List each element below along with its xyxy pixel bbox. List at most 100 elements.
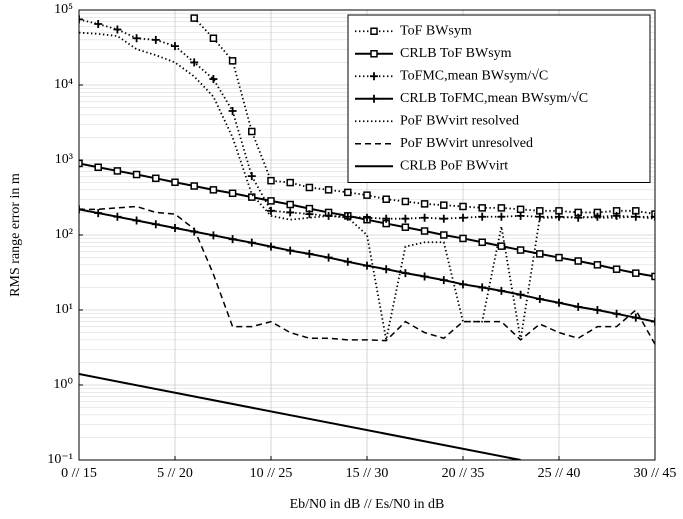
marker	[651, 317, 655, 326]
legend: ToF BWsym CRLB ToF BWsym ToFMC,mean BWsym/…	[347, 14, 651, 183]
marker	[593, 306, 602, 314]
marker	[209, 186, 218, 194]
marker	[516, 205, 525, 214]
marker	[459, 234, 467, 243]
series-line	[79, 205, 655, 345]
y-axis-label: RMS range error in m	[8, 173, 23, 297]
marker	[555, 212, 563, 221]
marker	[401, 223, 410, 231]
marker	[171, 42, 179, 51]
marker	[209, 75, 218, 84]
legend-label: PoF BWvirt unresolved	[400, 136, 533, 151]
marker	[382, 214, 391, 223]
marker	[370, 50, 378, 58]
marker	[171, 223, 179, 232]
marker	[94, 20, 103, 29]
marker	[516, 290, 525, 299]
y-tick-label: 10⁻¹	[47, 452, 73, 467]
marker	[152, 174, 160, 183]
marker	[420, 272, 429, 281]
marker	[228, 235, 237, 244]
marker	[535, 295, 544, 304]
marker	[478, 212, 487, 221]
marker	[363, 261, 371, 270]
marker	[343, 212, 352, 221]
marker	[247, 172, 256, 181]
x-tick-label: 15 // 30	[346, 466, 389, 481]
marker	[132, 216, 141, 225]
marker	[267, 176, 275, 185]
marker	[440, 201, 448, 209]
marker	[286, 178, 294, 187]
marker	[612, 309, 621, 318]
marker	[79, 15, 83, 24]
marker	[370, 94, 378, 103]
marker	[459, 280, 467, 289]
marker	[536, 250, 544, 258]
marker	[370, 27, 378, 35]
marker	[401, 197, 410, 206]
marker	[516, 211, 525, 220]
marker	[651, 210, 655, 218]
marker	[343, 257, 352, 266]
marker	[113, 25, 122, 34]
legend-label: PoF BWvirt resolved	[400, 113, 519, 128]
marker	[497, 286, 506, 295]
x-tick-label: 5 // 20	[157, 466, 193, 481]
marker	[574, 257, 582, 265]
marker	[132, 170, 141, 179]
marker	[593, 212, 602, 221]
marker	[497, 212, 506, 221]
marker	[574, 302, 583, 311]
data	[79, 14, 655, 460]
marker	[190, 182, 198, 190]
marker	[248, 127, 256, 136]
marker	[248, 193, 256, 201]
marker	[497, 242, 506, 250]
series-line	[79, 373, 521, 460]
marker	[651, 212, 655, 221]
y-tick-label: 10⁴	[54, 77, 73, 92]
marker	[478, 283, 487, 292]
marker	[363, 191, 371, 199]
legend-label: ToFMC,mean BWsym/√C	[400, 68, 548, 83]
marker	[439, 214, 448, 223]
legend-box	[347, 14, 651, 183]
marker	[151, 220, 160, 229]
marker	[555, 253, 563, 262]
marker	[382, 195, 390, 203]
marker	[401, 214, 410, 223]
marker	[363, 213, 371, 222]
legend-label: ToF BWsym	[400, 23, 472, 38]
marker	[190, 14, 198, 22]
marker	[228, 107, 237, 116]
marker	[286, 200, 294, 209]
marker	[267, 242, 275, 251]
marker	[593, 261, 602, 269]
y-tick-label: 10¹	[55, 302, 73, 317]
marker	[228, 189, 237, 198]
marker	[651, 272, 655, 281]
x-tick-label: 10 // 25	[250, 466, 293, 481]
marker	[324, 186, 333, 194]
marker	[420, 213, 429, 222]
marker	[324, 253, 333, 262]
marker	[440, 231, 448, 239]
marker	[113, 212, 122, 221]
marker	[401, 269, 410, 278]
y-tick-label: 10²	[55, 227, 73, 242]
marker	[382, 265, 391, 274]
marker	[305, 249, 314, 258]
marker	[516, 246, 525, 254]
y-tick-label: 10⁵	[54, 2, 73, 17]
marker	[305, 210, 314, 219]
marker	[79, 159, 83, 168]
marker	[555, 298, 563, 307]
marker	[420, 227, 429, 235]
marker	[190, 58, 199, 67]
marker	[209, 34, 218, 43]
marker	[478, 204, 486, 212]
marker	[612, 265, 621, 273]
marker	[267, 206, 275, 215]
x-tick-label: 30 // 45	[634, 466, 677, 481]
